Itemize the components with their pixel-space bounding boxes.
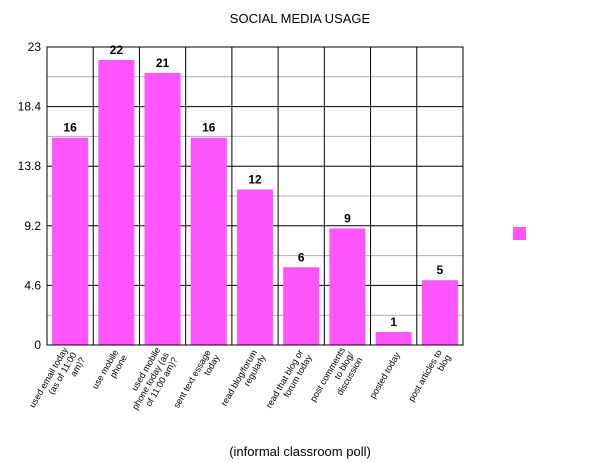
y-tick-label: 18.4 bbox=[18, 100, 42, 114]
y-tick-label: 4.6 bbox=[24, 278, 41, 292]
category-label: read that blog orforum today bbox=[264, 348, 314, 415]
category-label: used email today(as of 11:00am)? bbox=[27, 345, 87, 419]
data-label: 22 bbox=[110, 43, 124, 57]
plot-frame bbox=[46, 46, 464, 346]
category-label: post commentsto blog/discussion bbox=[308, 345, 365, 413]
bar bbox=[375, 332, 412, 345]
data-label: 6 bbox=[298, 250, 305, 264]
data-label: 16 bbox=[63, 121, 77, 135]
data-labels: 16 22 21 16 12 6 9 1 5 bbox=[63, 43, 443, 329]
category-label: post articles toblog bbox=[406, 348, 452, 408]
bar bbox=[236, 189, 274, 345]
data-label: 1 bbox=[390, 315, 397, 329]
data-label: 21 bbox=[156, 56, 170, 70]
category-label: read blog/forumregularly bbox=[219, 348, 268, 413]
y-tick-label: 13.8 bbox=[18, 159, 42, 173]
bar bbox=[190, 137, 227, 345]
bar bbox=[98, 59, 135, 346]
category-label: sent text essagetoday bbox=[171, 348, 221, 415]
chart-title: SOCIAL MEDIA USAGE bbox=[230, 11, 371, 26]
bar bbox=[329, 228, 366, 345]
data-label: 5 bbox=[437, 263, 444, 277]
axes: 0 4.6 9.2 13.8 18.4 23 bbox=[18, 40, 464, 352]
bars bbox=[52, 59, 458, 346]
data-label: 9 bbox=[344, 211, 351, 225]
bar bbox=[283, 267, 320, 345]
bar bbox=[421, 280, 458, 345]
y-tick-label: 9.2 bbox=[24, 219, 41, 233]
category-labels: used email today(as of 11:00am)? use mobi… bbox=[27, 345, 452, 419]
category-label: posted today bbox=[368, 350, 403, 400]
data-label: 12 bbox=[248, 173, 262, 187]
legend-swatch bbox=[513, 227, 526, 240]
data-label: 16 bbox=[202, 121, 216, 135]
x-axis-label: (informal classroom poll) bbox=[229, 444, 371, 459]
y-tick-label: 0 bbox=[34, 338, 41, 352]
bar bbox=[52, 137, 89, 345]
y-tick-label: 23 bbox=[28, 40, 42, 54]
bar bbox=[144, 72, 181, 346]
category-label: use mobilephone bbox=[90, 348, 129, 396]
